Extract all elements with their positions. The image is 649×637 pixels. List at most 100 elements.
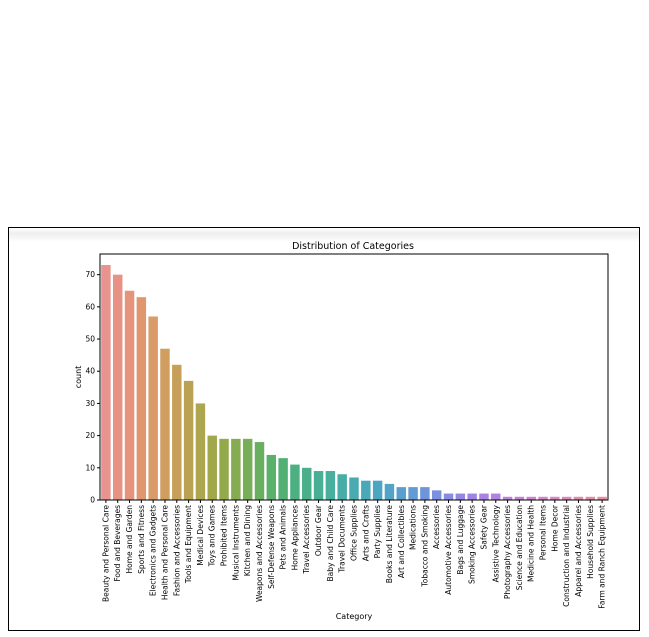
bar xyxy=(361,480,371,500)
bar xyxy=(136,297,147,500)
bar xyxy=(302,467,312,500)
bar xyxy=(443,493,454,500)
x-tick-label: Party Supplies xyxy=(373,505,382,558)
bar xyxy=(101,265,111,500)
bar xyxy=(420,487,430,500)
x-tick-label: Medicine and Health xyxy=(527,505,536,582)
x-tick-label: Apparel and Accessories xyxy=(574,505,583,597)
bar xyxy=(148,316,158,500)
x-tick-label: Medical Devices xyxy=(196,505,205,566)
x-tick-label: Outdoor Gear xyxy=(314,504,323,556)
x-tick-label: Toys and Games xyxy=(208,505,217,567)
bar xyxy=(384,483,395,500)
bars xyxy=(101,265,607,500)
y-tick-label: 70 xyxy=(85,270,95,279)
x-tick-label: Farm and Ranch Equipment xyxy=(598,505,607,609)
bar xyxy=(160,348,170,500)
bar xyxy=(207,435,217,500)
y-tick-label: 40 xyxy=(85,367,95,376)
x-tick-label: Home and Garden xyxy=(125,505,134,574)
bar xyxy=(467,493,477,500)
bar xyxy=(502,496,513,500)
bar xyxy=(538,496,548,500)
x-tick-label: Automotive Accessories xyxy=(444,505,453,595)
x-tick-label: Electronics and Gadgets xyxy=(149,505,158,596)
y-axis-ticks: 0 10 20 30 40 50 60 70 xyxy=(85,270,100,505)
bar xyxy=(290,464,300,500)
bar xyxy=(278,458,288,500)
x-tick-label: Tools and Equipment xyxy=(184,505,193,584)
x-tick-label: Weapons and Accessories xyxy=(255,505,264,602)
x-tick-label: Travel Accessories xyxy=(302,505,311,575)
x-axis-ticks: Beauty and Personal Care Food and Beverag… xyxy=(101,500,607,609)
bar xyxy=(195,403,206,500)
x-tick-label: Pets and Animals xyxy=(279,505,288,570)
chart-title: Distribution of Categories xyxy=(292,241,414,252)
x-tick-label: Health and Personal Care xyxy=(160,505,169,601)
bar xyxy=(349,477,359,500)
x-tick-label: Travel Documents xyxy=(338,505,347,574)
x-tick-label: Art and Collectibles xyxy=(397,505,406,578)
x-tick-label: Prohibited Items xyxy=(220,505,229,566)
bar xyxy=(396,487,406,500)
x-tick-label: Arts and Crafts xyxy=(361,505,370,561)
y-axis-label: count xyxy=(74,366,83,389)
y-tick-label: 10 xyxy=(85,463,95,472)
bar xyxy=(254,442,265,500)
x-tick-label: Household Supplies xyxy=(586,505,595,579)
x-tick-label: Musical Instruments xyxy=(231,505,240,581)
bar xyxy=(242,438,253,500)
x-tick-label: Home Appliances xyxy=(290,505,299,570)
x-tick-label: Office Supplies xyxy=(350,505,359,561)
bar xyxy=(325,471,336,500)
x-tick-label: Books and Literature xyxy=(385,505,394,584)
bar xyxy=(337,474,347,500)
bar xyxy=(266,454,277,500)
bar xyxy=(585,496,596,500)
bar xyxy=(573,496,584,500)
bar xyxy=(526,496,536,500)
y-tick-label: 50 xyxy=(85,335,95,344)
bar xyxy=(491,493,501,500)
x-axis-label: Category xyxy=(336,612,373,621)
x-tick-label: Self-Defense Weapons xyxy=(267,505,276,589)
x-tick-label: Accessories xyxy=(432,505,441,549)
bar xyxy=(597,496,607,500)
bar xyxy=(124,290,135,500)
bar xyxy=(313,471,324,500)
x-tick-label: Construction and Industrial xyxy=(562,505,571,607)
y-tick-label: 60 xyxy=(85,302,95,311)
bar xyxy=(408,487,418,500)
plot-area-border xyxy=(99,253,609,501)
y-tick-label: 20 xyxy=(85,431,95,440)
x-tick-label: Medications xyxy=(409,505,418,550)
bar xyxy=(172,364,182,500)
x-tick-label: Tobacco and Smoking xyxy=(420,505,429,588)
frame-header-shade xyxy=(9,228,639,242)
x-tick-label: Sports and Fitness xyxy=(137,505,146,574)
x-tick-label: Safety Gear xyxy=(479,504,488,549)
x-tick-label: Home Decor xyxy=(550,504,559,552)
bar xyxy=(550,496,560,500)
y-tick-label: 0 xyxy=(90,496,95,505)
x-tick-label: Fashion and Accessories xyxy=(172,505,181,596)
bar xyxy=(455,493,466,500)
bar xyxy=(514,496,525,500)
x-tick-label: Beauty and Personal Care xyxy=(101,505,110,602)
bar xyxy=(219,438,229,500)
x-tick-label: Food and Beverages xyxy=(113,505,122,582)
x-tick-label: Assistive Technology xyxy=(491,504,500,582)
bar xyxy=(431,490,442,500)
x-tick-label: Science and Education xyxy=(515,505,524,591)
x-tick-label: Personal Items xyxy=(539,505,548,560)
bar xyxy=(183,380,194,500)
bar xyxy=(561,496,572,500)
bar xyxy=(231,438,241,500)
bar xyxy=(479,493,489,500)
bar xyxy=(372,480,383,500)
x-tick-label: Smoking Accessories xyxy=(468,505,477,584)
x-tick-label: Kitchen and Dining xyxy=(243,505,252,577)
x-tick-label: Bags and Luggage xyxy=(456,505,465,575)
x-tick-label: Baby and Child Care xyxy=(326,505,335,582)
